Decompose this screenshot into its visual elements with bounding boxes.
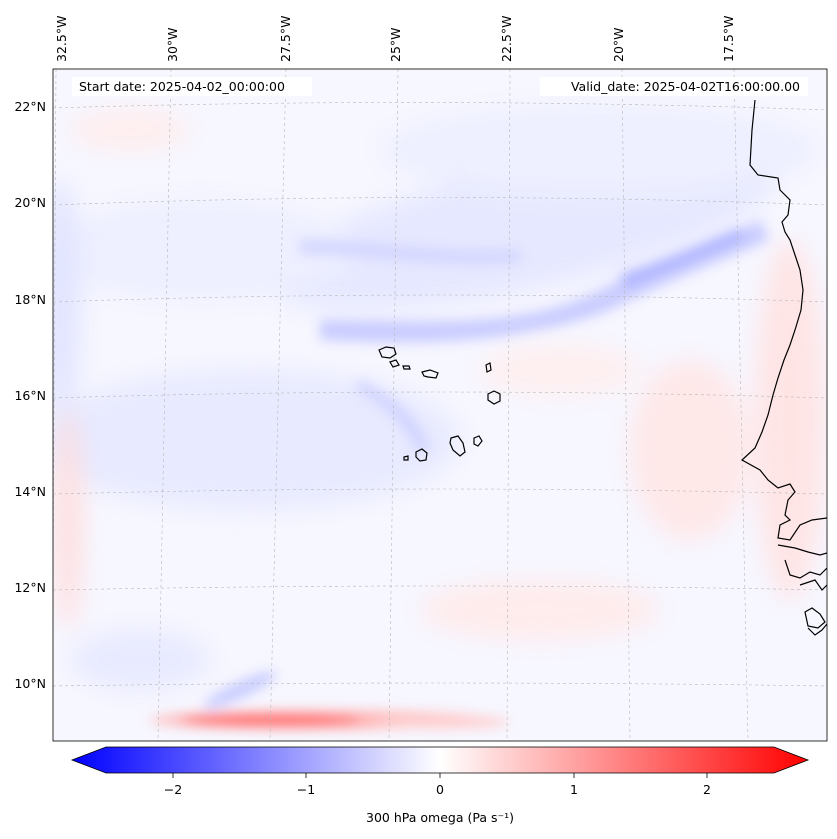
lat-label: 12°N: [14, 580, 46, 595]
longitude-labels: 32.5°W 30°W 27.5°W 25°W 22.5°W 20°W 17.5…: [54, 16, 736, 62]
omega-field: [53, 69, 827, 741]
lon-label: 32.5°W: [54, 16, 69, 62]
valid-date-label: Valid_date: 2025-04-02T16:00:00.00: [571, 79, 800, 94]
start-date-label: Start date: 2025-04-02_00:00:00: [79, 79, 285, 94]
lat-label: 18°N: [14, 292, 46, 307]
lat-label: 10°N: [14, 676, 46, 691]
lon-label: 30°W: [165, 27, 180, 62]
lat-label: 14°N: [14, 484, 46, 499]
lon-label: 25°W: [388, 27, 403, 62]
latitude-labels: 22°N 20°N 18°N 16°N 14°N 12°N 10°N: [14, 99, 46, 691]
colorbar-tick-label: 1: [570, 782, 578, 797]
lat-label: 22°N: [14, 99, 46, 114]
colorbar-tick-label: −2: [164, 782, 182, 797]
start-date-box: [72, 77, 312, 96]
graticule: [53, 69, 827, 741]
colorbar: −2 −1 0 1 2 300 hPa omega (Pa s⁻¹): [70, 746, 810, 825]
lon-label: 20°W: [611, 27, 626, 62]
island-outlines: [378, 346, 501, 462]
colorbar-tick-label: 2: [703, 782, 711, 797]
colorbar-tick-label: 0: [436, 782, 444, 797]
colorbar-body: [70, 746, 810, 774]
lon-label: 17.5°W: [721, 16, 736, 62]
lat-label: 16°N: [14, 388, 46, 403]
lon-label: 27.5°W: [278, 16, 293, 62]
coastline: [740, 99, 827, 636]
colorbar-tick-label: −1: [297, 782, 315, 797]
valid-date-box: [540, 77, 808, 96]
colorbar-label: 300 hPa omega (Pa s⁻¹): [366, 810, 514, 825]
lon-label: 22.5°W: [499, 16, 514, 62]
colorbar-ticks: [172, 773, 708, 778]
map-frame: [52, 68, 828, 742]
lat-label: 20°N: [14, 195, 46, 210]
